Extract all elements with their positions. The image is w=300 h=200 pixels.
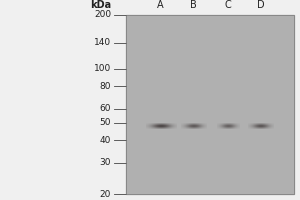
Bar bbox=[126, 15, 294, 194]
Text: B: B bbox=[190, 0, 197, 10]
Text: 60: 60 bbox=[100, 104, 111, 113]
Text: 40: 40 bbox=[100, 136, 111, 145]
Text: 20: 20 bbox=[100, 190, 111, 199]
Text: C: C bbox=[225, 0, 231, 10]
Text: 30: 30 bbox=[100, 158, 111, 167]
Text: A: A bbox=[157, 0, 164, 10]
Text: 50: 50 bbox=[100, 118, 111, 127]
Text: 140: 140 bbox=[94, 38, 111, 47]
Text: D: D bbox=[257, 0, 265, 10]
Text: 80: 80 bbox=[100, 82, 111, 91]
Bar bbox=[126, 15, 294, 194]
Text: 100: 100 bbox=[94, 64, 111, 73]
Text: 200: 200 bbox=[94, 10, 111, 19]
Text: kDa: kDa bbox=[90, 0, 111, 10]
